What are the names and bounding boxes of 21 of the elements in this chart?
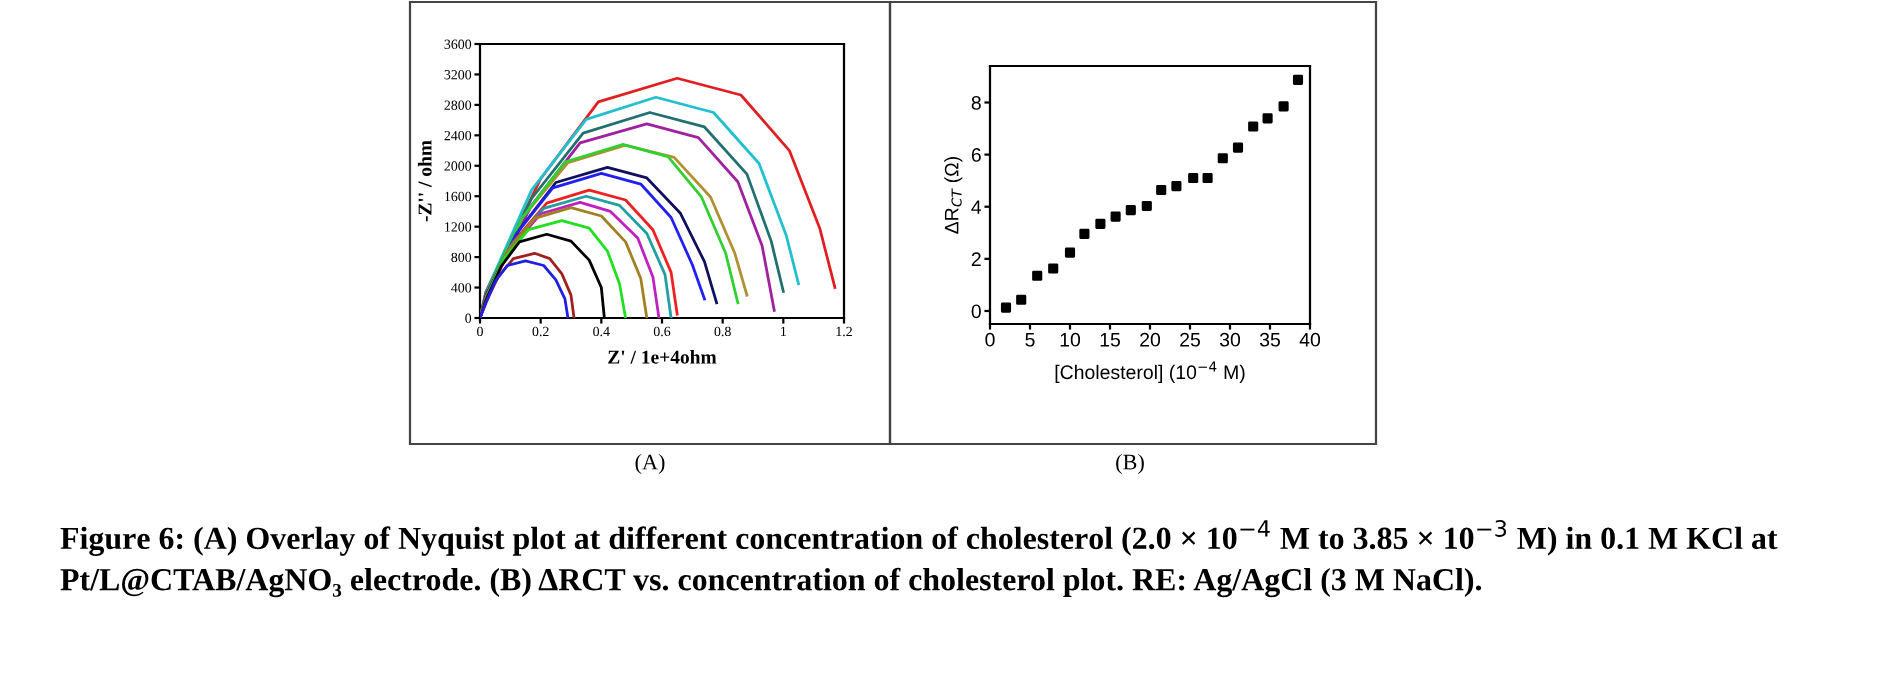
y-tick-label: 8 bbox=[971, 95, 981, 110]
x-tick-label: 20 bbox=[1140, 332, 1161, 347]
x-tick-label: 10 bbox=[1060, 332, 1081, 347]
x-tick-label: 0 bbox=[985, 332, 995, 347]
y-tick-label: 0 bbox=[971, 304, 981, 319]
x-tick-label: 35 bbox=[1259, 332, 1280, 347]
text: (B) bbox=[1116, 453, 1144, 475]
x-tick-label: 30 bbox=[1219, 332, 1241, 347]
y-axis-title: ΔR$_{CT}$ (Ω) bbox=[944, 157, 963, 234]
x-axis-title: Z' / 1e+4ohm bbox=[608, 350, 717, 364]
y-tick-label: 6 bbox=[971, 148, 981, 162]
text: (A) bbox=[635, 453, 665, 475]
caption: Figure 6: (A) Overlay of Nyquist plot at different concentration of cholesterol (2.0 × 10$^{−4}$ M to 3.85 × 10$^{−3}$ M) in 0.1 M KCl at Pt/L@CTAB/AgNO₃ electrode. (B) ΔRCT vs. concentration of cholesterol plot. RE: Ag/AgCl (3 M NaCl). bbox=[60, 520, 1778, 598]
x-tick-label: 40 bbox=[1299, 332, 1321, 347]
x-axis-title: [Cholesterol] (10$^{−4}$ M) bbox=[1055, 361, 1245, 383]
y-tick-label: 2 bbox=[971, 252, 981, 266]
x-tick-label: 25 bbox=[1180, 332, 1200, 347]
x-tick-label: 15 bbox=[1100, 333, 1120, 347]
x-tick-label: 5 bbox=[1025, 333, 1035, 347]
y-axis-title: -Z'' / ohm bbox=[417, 140, 432, 222]
y-tick-label: 4 bbox=[971, 200, 982, 214]
